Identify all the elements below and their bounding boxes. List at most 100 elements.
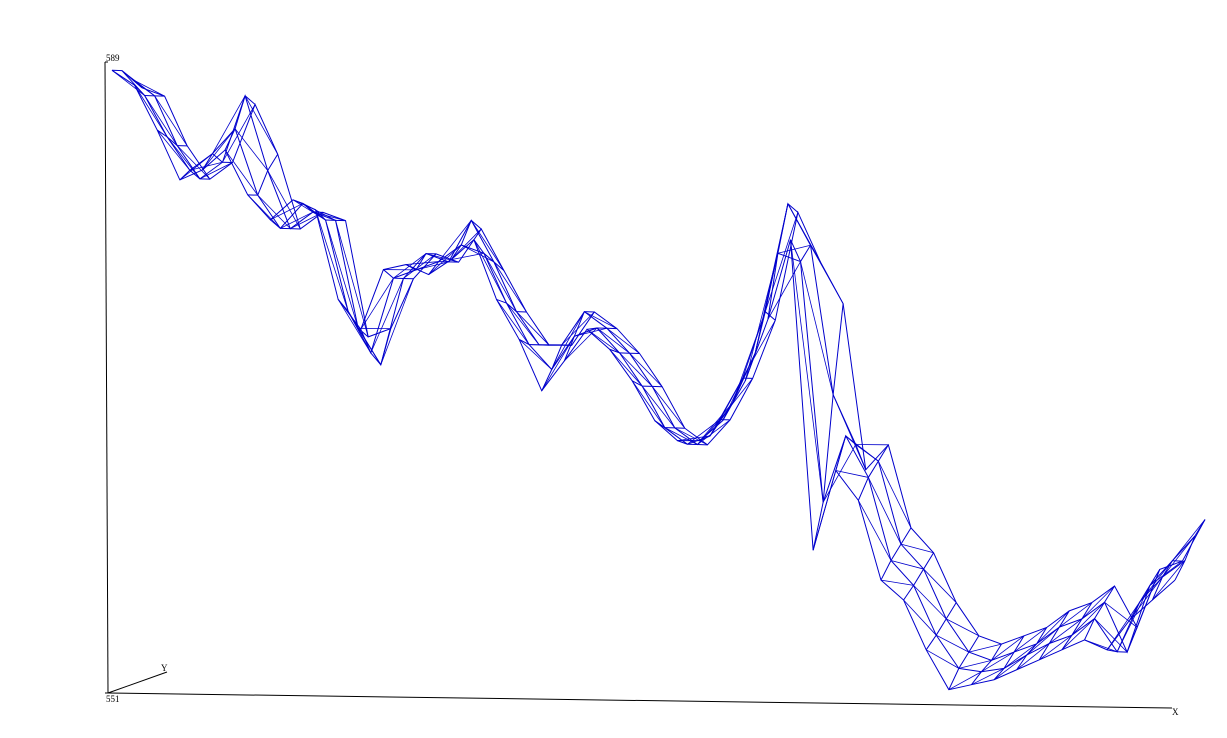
wire-diagonal <box>946 618 980 637</box>
wire-diagonal <box>470 220 505 271</box>
wire-cross <box>380 328 392 365</box>
wire-diagonal <box>1036 610 1070 645</box>
wire-cross <box>1016 654 1028 671</box>
wire-cross <box>1048 626 1060 644</box>
wire-diagonal <box>179 153 213 181</box>
wire-diagonal <box>564 327 598 362</box>
wire-diagonal <box>800 261 834 395</box>
wire-cross <box>822 394 834 503</box>
wire-diagonal <box>1094 618 1128 653</box>
wire-cross <box>212 153 223 163</box>
wire-cross <box>890 543 902 561</box>
wire-diagonal <box>677 435 711 441</box>
wire-cross <box>586 327 598 330</box>
wire-diagonal <box>483 253 517 312</box>
wire-diagonal <box>732 311 766 403</box>
wire-cross <box>131 78 143 89</box>
wire-cross <box>855 444 867 470</box>
wire-cross <box>1013 635 1025 653</box>
wire-cross <box>518 338 530 346</box>
wire-diagonal <box>224 149 259 196</box>
wire-cross <box>473 239 485 254</box>
wire-diagonal <box>993 654 1027 681</box>
wire-diagonal <box>1084 639 1118 653</box>
wire-diagonal <box>697 419 731 445</box>
wire-cross <box>1107 649 1118 653</box>
wire-diagonal <box>900 543 934 554</box>
wire-diagonal <box>1106 601 1141 651</box>
z-tick-label: 551 <box>106 694 120 704</box>
wire-cross <box>383 269 394 279</box>
wire-diagonal <box>428 244 462 275</box>
wire-diagonal <box>890 560 924 570</box>
wire-diagonal <box>674 427 708 446</box>
wire-cross <box>993 668 1005 681</box>
wire-cross <box>1184 535 1196 561</box>
wire-row <box>111 69 1176 691</box>
wire-row <box>141 87 1206 645</box>
wire-cross <box>958 651 970 669</box>
y-axis-label: Y <box>161 663 168 673</box>
wire-cross <box>506 302 517 313</box>
wire-diagonal <box>1003 643 1037 669</box>
wire-diagonal <box>222 104 256 163</box>
wire-diagonal <box>968 643 1002 653</box>
wire-diagonal <box>858 500 892 561</box>
wire-cross <box>790 239 801 262</box>
wire-cross <box>744 352 756 381</box>
wire-cross <box>1038 643 1050 661</box>
wire-diagonal <box>551 311 585 370</box>
wire-cross <box>1071 618 1083 636</box>
wire-cross <box>880 560 892 581</box>
wire-cross <box>257 170 269 196</box>
wire-cross <box>357 327 369 338</box>
wire-cross <box>234 95 246 129</box>
wire-cross <box>923 552 935 570</box>
wire-cross <box>1194 519 1206 537</box>
wire-diagonal <box>810 245 844 304</box>
wire-cross <box>370 352 382 366</box>
wire-cross <box>835 435 847 471</box>
wire-cross <box>945 602 957 620</box>
wire-cross <box>360 329 372 354</box>
wire-cross <box>1061 634 1073 651</box>
wire-cross <box>1081 602 1093 620</box>
wire-diagonal <box>315 209 349 312</box>
wire-cross <box>302 203 314 213</box>
wire-diagonal <box>290 211 324 230</box>
wire-diagonal <box>699 402 733 441</box>
wire-cross <box>900 527 912 545</box>
wire-diagonal <box>913 585 947 620</box>
wire-cross <box>244 95 256 105</box>
wire-diagonal <box>425 253 459 263</box>
wire-diagonal <box>189 161 223 171</box>
wire-diagonal <box>1013 627 1047 653</box>
wire-cross <box>415 253 427 271</box>
wire-diagonal <box>1026 626 1060 656</box>
wire-diagonal <box>257 194 291 229</box>
y-axis <box>107 671 168 694</box>
wire-cross <box>1094 602 1105 619</box>
wire-diagonal <box>790 239 824 503</box>
wire-cross <box>948 668 960 690</box>
wire-cross <box>1174 560 1186 581</box>
wire-diagonal <box>403 253 437 279</box>
wire-diagonal <box>202 128 236 171</box>
wire-diagonal <box>664 427 698 445</box>
wire-cross <box>460 220 472 246</box>
wire-diagonal <box>1152 560 1186 601</box>
wire-diagonal <box>360 277 394 330</box>
wire-diagonal <box>234 128 269 171</box>
wire-diagonal <box>473 239 507 304</box>
z-tick-label: 589 <box>106 53 120 63</box>
wire-diagonal <box>438 220 472 262</box>
wire-diagonal <box>1061 618 1095 651</box>
wire-diagonal <box>687 419 721 445</box>
wire-diagonal <box>506 302 540 346</box>
wire-diagonal <box>312 211 346 222</box>
wire-cross <box>903 585 915 601</box>
wire-diagonal <box>742 320 776 379</box>
wire-cross <box>991 643 1002 661</box>
wire-diagonal <box>1049 618 1083 644</box>
wire-diagonal <box>1016 643 1050 671</box>
